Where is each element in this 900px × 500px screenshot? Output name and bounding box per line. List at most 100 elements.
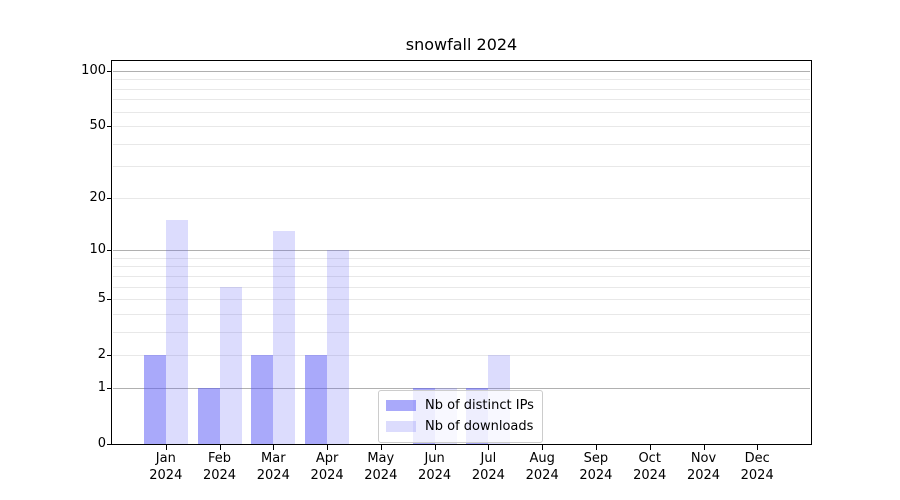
x-axis-tick-label-dec: Dec 2024: [729, 450, 785, 484]
bar-downloads-mar: [273, 230, 296, 444]
y-axis-tick: [107, 355, 112, 357]
y-axis-tick: [107, 299, 112, 301]
x-axis-tick: [165, 445, 167, 450]
x-label-year: 2024: [418, 468, 452, 483]
bar-distinct-ips-feb: [197, 387, 220, 444]
x-axis-tick-label-aug: Aug 2024: [514, 450, 570, 484]
minor-gridline: [113, 313, 810, 315]
legend-label-distinct-ips: Nb of distinct IPs: [425, 398, 534, 413]
x-label-year: 2024: [525, 468, 559, 483]
minor-gridline: [113, 143, 810, 145]
x-label-month: Mar: [261, 451, 286, 466]
minor-gridline: [113, 275, 810, 277]
x-axis-tick: [488, 445, 490, 450]
x-axis-tick: [757, 445, 759, 450]
x-axis-tick-label-feb: Feb 2024: [192, 450, 248, 484]
y-axis-tick: [107, 250, 112, 252]
x-label-month: Nov: [690, 451, 717, 466]
minor-gridline: [113, 257, 810, 259]
x-label-month: Oct: [638, 451, 661, 466]
x-label-year: 2024: [686, 468, 721, 483]
y-axis-tick: [107, 444, 112, 445]
x-axis-tick: [595, 445, 597, 450]
bar-downloads-apr: [327, 250, 350, 444]
x-axis-tick-label-mar: Mar 2024: [245, 450, 301, 484]
major-gridline: [113, 250, 810, 252]
x-label-month: Jun: [424, 451, 445, 466]
minor-gridline: [113, 166, 810, 168]
x-axis-tick: [703, 445, 705, 450]
x-axis-tick: [542, 445, 544, 450]
x-axis-tick-label-jul: Jul 2024: [460, 450, 516, 484]
minor-gridline: [113, 286, 810, 288]
y-axis-tick-label: 10: [89, 242, 106, 258]
x-axis-tick: [380, 445, 382, 450]
x-label-year: 2024: [149, 468, 183, 483]
legend-swatch-downloads: [386, 421, 416, 432]
x-label-year: 2024: [310, 468, 344, 483]
chart-title: snowfall 2024: [405, 35, 518, 54]
x-axis-tick-label-nov: Nov 2024: [676, 450, 732, 484]
y-axis-tick: [107, 387, 112, 389]
x-label-year: 2024: [579, 468, 613, 483]
bar-distinct-ips-mar: [251, 355, 274, 444]
y-axis-tick-label: 20: [89, 189, 106, 205]
x-axis-tick: [649, 445, 651, 450]
minor-gridline: [113, 299, 810, 301]
bar-downloads-jan: [165, 219, 188, 444]
x-label-month: Jan: [155, 451, 176, 466]
y-axis-tick-label: 2: [97, 347, 106, 363]
y-axis-tick-label: 1: [97, 379, 106, 395]
legend-entry-downloads: Nb of downloads: [386, 416, 534, 437]
y-axis-tick-label: 5: [97, 291, 106, 307]
legend-entry-distinct-ips: Nb of distinct IPs: [386, 395, 534, 416]
x-axis-tick: [273, 445, 275, 450]
minor-gridline: [113, 331, 810, 333]
minor-gridline: [113, 111, 810, 113]
x-label-year: 2024: [633, 468, 667, 483]
x-label-month: May: [367, 451, 395, 466]
x-axis-tick: [219, 445, 221, 450]
x-label-year: 2024: [202, 468, 237, 483]
minor-gridline: [113, 197, 810, 199]
y-axis-tick: [107, 70, 112, 72]
bar-distinct-ips-apr: [305, 355, 328, 444]
legend: Nb of distinct IPs Nb of downloads: [378, 390, 543, 443]
minor-gridline: [113, 266, 810, 268]
y-axis-tick: [107, 126, 112, 127]
x-label-month: Dec: [744, 451, 770, 466]
x-axis-tick: [327, 445, 329, 450]
x-axis-tick-label-may: May 2024: [353, 450, 409, 484]
bar-downloads-feb: [219, 286, 242, 444]
x-label-year: 2024: [740, 468, 774, 483]
x-label-year: 2024: [364, 468, 398, 483]
y-axis-tick-label: 0: [97, 436, 106, 451]
y-axis-tick: [107, 197, 112, 199]
minor-gridline: [113, 99, 810, 101]
legend-swatch-distinct-ips: [386, 400, 416, 411]
minor-gridline: [113, 88, 810, 90]
legend-label-downloads: Nb of downloads: [425, 419, 534, 434]
major-gridline: [113, 70, 810, 72]
x-axis-tick-label-jan: Jan 2024: [138, 450, 194, 484]
x-label-year: 2024: [256, 468, 290, 483]
x-axis-tick-label-sep: Sep 2024: [568, 450, 624, 484]
x-axis-tick-label-oct: Oct 2024: [622, 450, 678, 484]
x-label-month: Aug: [529, 451, 555, 466]
x-label-month: Jul: [480, 451, 497, 466]
x-label-month: Feb: [207, 451, 232, 466]
x-axis-tick-label-jun: Jun 2024: [407, 450, 463, 484]
minor-gridline: [113, 126, 810, 127]
x-label-month: Sep: [583, 451, 609, 466]
major-gridline: [113, 387, 810, 389]
y-axis-tick-label: 100: [81, 62, 106, 78]
x-axis-tick: [434, 445, 436, 450]
y-axis-tick-label: 50: [89, 118, 106, 133]
x-label-month: Apr: [315, 451, 339, 466]
x-axis-tick-label-apr: Apr 2024: [299, 450, 355, 484]
minor-gridline: [113, 355, 810, 357]
minor-gridline: [113, 79, 810, 81]
x-label-year: 2024: [471, 468, 505, 483]
bar-distinct-ips-jan: [143, 355, 166, 444]
